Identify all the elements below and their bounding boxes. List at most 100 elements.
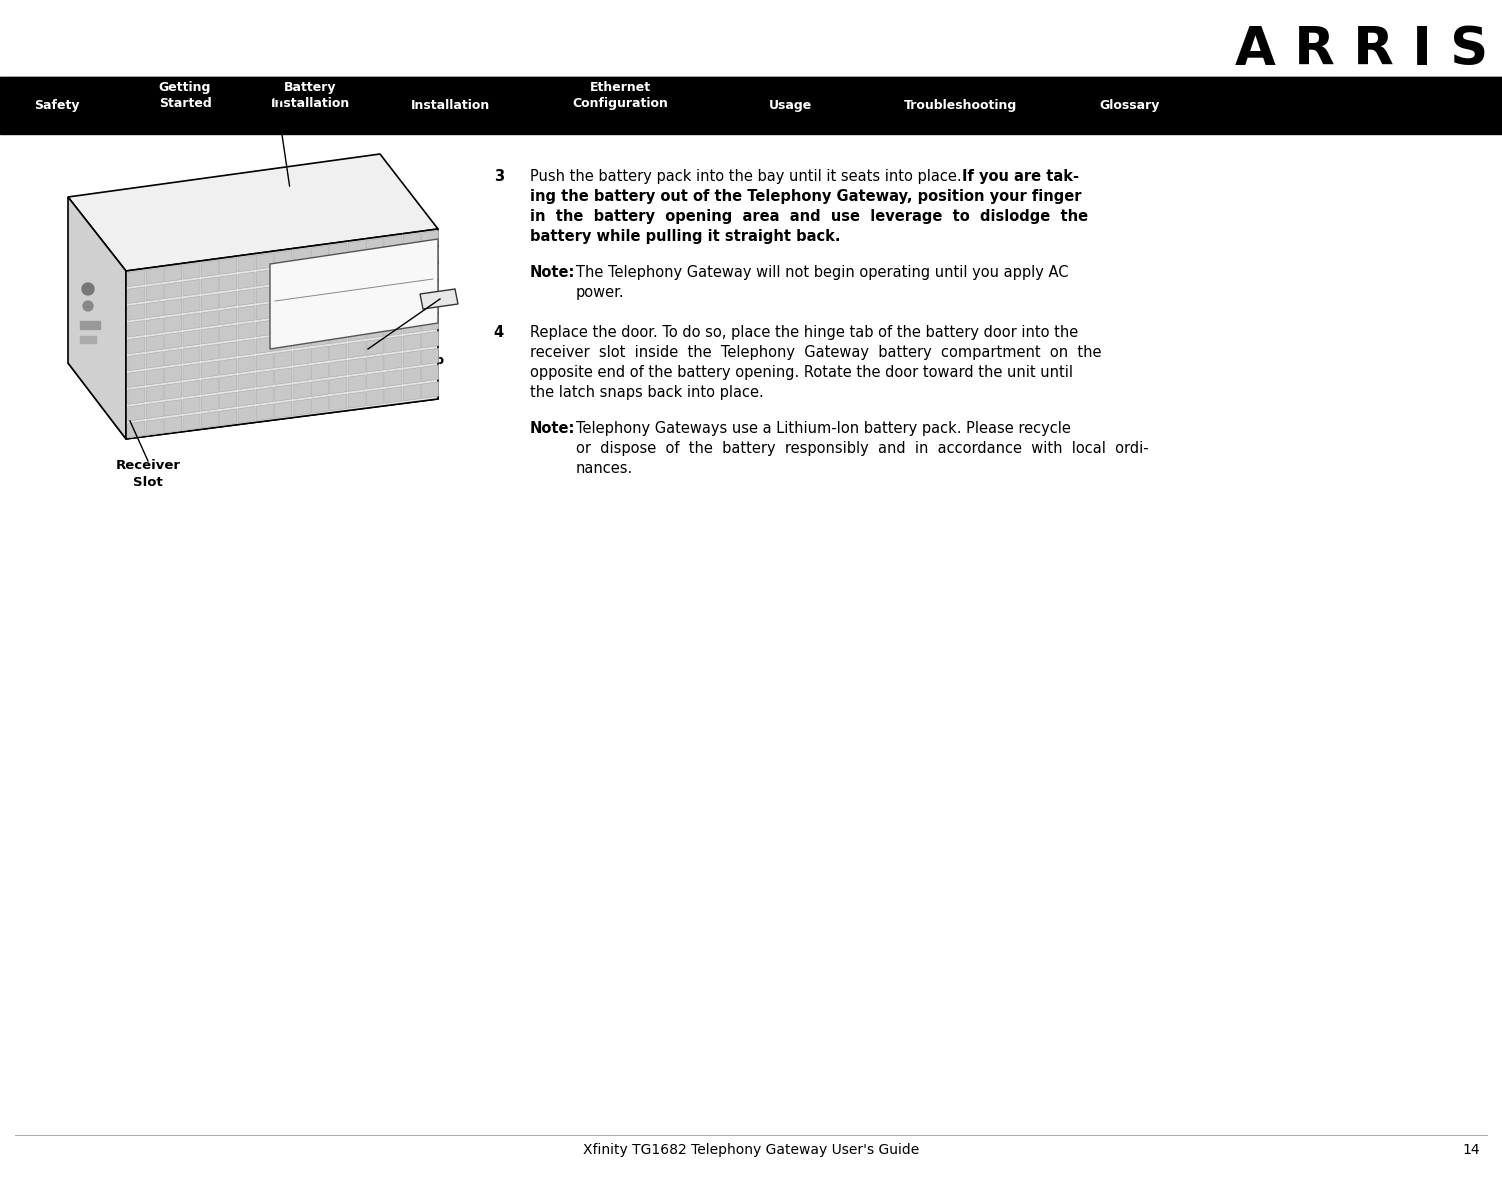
Text: Safety: Safety [35,100,80,112]
Polygon shape [165,416,182,433]
Polygon shape [311,330,329,347]
Polygon shape [366,390,383,405]
Polygon shape [165,265,182,282]
Polygon shape [311,246,329,263]
Polygon shape [422,281,439,297]
Polygon shape [348,392,365,409]
Polygon shape [183,296,200,313]
Polygon shape [330,311,347,327]
Polygon shape [68,363,439,439]
Polygon shape [128,421,146,438]
Polygon shape [183,263,200,279]
Polygon shape [165,282,182,299]
Text: in  the  battery  opening  area  and  use  leverage  to  dislodge  the: in the battery opening area and use leve… [530,209,1087,224]
Polygon shape [422,247,439,264]
Polygon shape [293,382,311,399]
Text: Installation: Installation [410,100,490,112]
Polygon shape [403,233,421,249]
Polygon shape [293,315,311,332]
Text: Ethernet: Ethernet [589,82,650,94]
Polygon shape [275,251,291,267]
Polygon shape [366,373,383,388]
Polygon shape [311,363,329,380]
Bar [80,321,101,329]
Polygon shape [183,330,200,347]
Text: 4: 4 [494,325,505,341]
Polygon shape [366,306,383,321]
Polygon shape [275,318,291,335]
Polygon shape [403,249,421,266]
Text: Started: Started [159,97,212,110]
Text: Battery: Battery [284,82,336,94]
Text: Hinge Tab: Hinge Tab [369,354,445,367]
Polygon shape [270,239,439,349]
Polygon shape [422,314,439,331]
Polygon shape [348,359,365,374]
Polygon shape [201,311,218,327]
Text: Getting: Getting [159,82,212,94]
Polygon shape [330,327,347,344]
Polygon shape [330,243,347,259]
Polygon shape [146,284,164,301]
Polygon shape [293,248,311,265]
Polygon shape [165,382,182,399]
Polygon shape [330,277,347,293]
Polygon shape [348,342,365,357]
Polygon shape [146,318,164,335]
Polygon shape [385,285,403,302]
Text: receiver  slot  inside  the  Telephony  Gateway  battery  compartment  on  the: receiver slot inside the Telephony Gatew… [530,345,1101,360]
Polygon shape [293,399,311,416]
Polygon shape [366,289,383,305]
Text: Battery
Compartment: Battery Compartment [207,89,309,119]
Polygon shape [385,320,403,336]
Polygon shape [257,303,273,320]
Polygon shape [128,303,146,320]
Polygon shape [183,414,200,430]
Circle shape [83,301,93,311]
Polygon shape [330,394,347,411]
Text: power.: power. [575,285,625,300]
Polygon shape [293,332,311,349]
Polygon shape [366,323,383,338]
Polygon shape [146,418,164,435]
Polygon shape [330,294,347,309]
Polygon shape [201,361,218,378]
Polygon shape [293,282,311,299]
Polygon shape [146,267,164,284]
Text: opposite end of the battery opening. Rotate the door toward the unit until: opposite end of the battery opening. Rot… [530,364,1072,380]
Polygon shape [237,339,255,356]
Polygon shape [237,356,255,373]
Polygon shape [237,272,255,289]
Polygon shape [165,299,182,315]
Polygon shape [275,267,291,284]
Polygon shape [422,348,439,364]
Polygon shape [128,320,146,337]
Polygon shape [201,294,218,311]
Polygon shape [275,402,291,418]
Polygon shape [330,361,347,378]
Text: Note:: Note: [530,421,575,436]
Bar [80,336,96,343]
Polygon shape [237,323,255,339]
Text: ing the battery out of the Telephony Gateway, position your finger: ing the battery out of the Telephony Gat… [530,189,1081,204]
Text: Push the battery pack into the bay until it seats into place.: Push the battery pack into the bay until… [530,169,966,183]
Polygon shape [201,394,218,411]
Polygon shape [146,368,164,385]
Polygon shape [126,229,439,439]
Polygon shape [366,272,383,288]
Polygon shape [237,255,255,272]
Polygon shape [146,301,164,318]
Circle shape [83,283,95,295]
Polygon shape [201,260,218,277]
Polygon shape [219,291,237,308]
Polygon shape [237,306,255,323]
Polygon shape [257,337,273,354]
Polygon shape [128,404,146,421]
Polygon shape [348,291,365,307]
Polygon shape [257,253,273,270]
Polygon shape [183,397,200,414]
Polygon shape [219,409,237,426]
Polygon shape [422,230,439,247]
Polygon shape [128,270,146,287]
Polygon shape [311,380,329,397]
